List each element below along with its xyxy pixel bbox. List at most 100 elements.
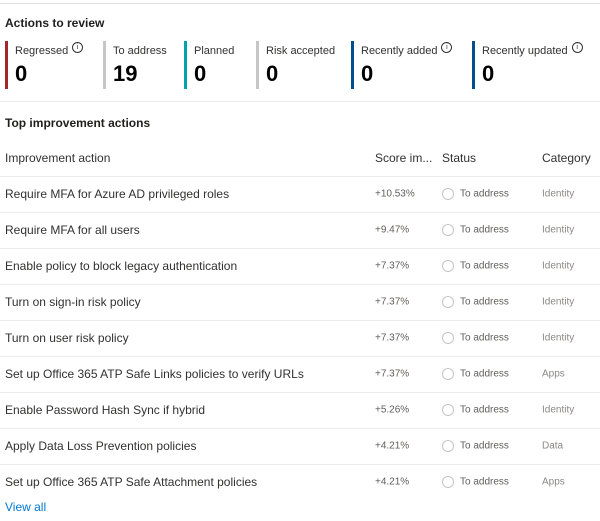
table-row[interactable]: Apply Data Loss Prevention policies +4.21… [0,428,600,464]
action-name[interactable]: Require MFA for Azure AD privileged role… [5,187,230,201]
category: Data [542,440,564,452]
score-impact: +4.21% [375,440,410,452]
table-row[interactable]: Set up Office 365 ATP Safe Links policie… [0,356,600,392]
status-circle-icon [442,476,454,488]
status-circle-icon [442,368,454,380]
score-impact: +9.47% [375,224,410,236]
col-category[interactable]: Category [542,151,591,165]
table-row[interactable]: Set up Office 365 ATP Safe Attachment po… [0,464,600,500]
action-name[interactable]: Set up Office 365 ATP Safe Attachment po… [5,475,258,489]
review-card[interactable]: Recently added i 0 [351,41,453,89]
card-value: 0 [15,61,28,86]
score-impact: +7.37% [375,332,410,344]
card-label-text: Recently updated [482,45,568,57]
card-value: 0 [266,61,279,86]
status-circle-icon [442,332,454,344]
row-divider [0,320,600,321]
status: To address [442,260,509,272]
score-impact: +5.26% [375,404,410,416]
status-text: To address [460,296,509,308]
card-label: To address [113,45,167,57]
status-text: To address [460,368,509,380]
card-value: 0 [194,61,207,86]
score-impact: +7.37% [375,296,410,308]
top-divider [0,3,600,4]
card-label: Recently added i [361,42,453,57]
status-circle-icon [442,404,454,416]
table-row[interactable]: Enable policy to block legacy authentica… [0,248,600,284]
status: To address [442,296,509,308]
info-icon[interactable]: i [571,42,583,53]
status-text: To address [460,260,509,272]
status: To address [442,404,509,416]
row-divider [0,176,600,177]
review-card[interactable]: Planned 0 [184,41,234,89]
score-impact: +10.53% [375,188,415,200]
category: Apps [542,476,565,488]
status: To address [442,224,509,236]
row-divider [0,356,600,357]
status-text: To address [460,188,509,200]
col-status[interactable]: Status [442,151,477,165]
status-circle-icon [442,188,454,200]
action-name[interactable]: Turn on sign-in risk policy [5,295,141,309]
section-divider [0,101,600,102]
table-row[interactable]: Require MFA for all users +9.47% To addres… [0,212,600,248]
table-header: Improvement action Score im... Status Ca… [0,140,600,176]
row-divider [0,392,600,393]
table-row[interactable]: Turn on sign-in risk policy +7.37% To addr… [0,284,600,320]
status-text: To address [460,224,509,236]
top-actions-heading: Top improvement actions [5,116,151,130]
card-label-text: Recently added [361,45,438,57]
col-improvement-action[interactable]: Improvement action [5,151,111,165]
row-divider [0,284,600,285]
col-score-impact[interactable]: Score im... [375,151,433,165]
table-row[interactable]: Turn on user risk policy +7.37% To address… [0,320,600,356]
actions-to-review-heading: Actions to review [5,16,105,30]
score-impact: +7.37% [375,368,410,380]
category: Identity [542,224,575,236]
status-circle-icon [442,260,454,272]
action-name[interactable]: Turn on user risk policy [5,331,129,345]
category: Identity [542,188,575,200]
row-divider [0,248,600,249]
status-text: To address [460,332,509,344]
review-card[interactable]: To address 19 [103,41,167,89]
category: Identity [542,296,575,308]
table-row[interactable]: Require MFA for Azure AD privileged role… [0,176,600,212]
status: To address [442,332,509,344]
action-name[interactable]: Set up Office 365 ATP Safe Links policie… [5,367,304,381]
review-card[interactable]: Regressed i 0 [5,41,84,89]
row-divider [0,428,600,429]
action-name[interactable]: Enable Password Hash Sync if hybrid [5,403,206,417]
card-value: 19 [113,61,138,86]
status: To address [442,440,509,452]
score-impact: +4.21% [375,476,410,488]
view-all-link[interactable]: View all [5,500,47,514]
table-row[interactable]: Enable Password Hash Sync if hybrid +5.26… [0,392,600,428]
card-label-text: To address [113,45,167,57]
status-circle-icon [442,296,454,308]
card-label-text: Regressed [15,45,69,57]
category: Apps [542,368,565,380]
row-divider [0,464,600,465]
category: Identity [542,332,575,344]
status-circle-icon [442,440,454,452]
action-name[interactable]: Enable policy to block legacy authentica… [5,259,238,273]
card-label: Regressed i [15,42,84,57]
action-name[interactable]: Apply Data Loss Prevention policies [5,439,197,453]
card-label: Risk accepted [266,45,335,57]
status-text: To address [460,476,509,488]
card-value: 0 [361,61,374,86]
status-circle-icon [442,224,454,236]
review-card[interactable]: Recently updated i 0 [472,41,583,89]
review-card[interactable]: Risk accepted 0 [256,41,335,89]
action-name[interactable]: Require MFA for all users [5,223,140,237]
info-icon[interactable]: i [441,42,453,53]
score-impact: +7.37% [375,260,410,272]
card-label-text: Risk accepted [266,45,336,57]
info-icon[interactable]: i [72,42,84,53]
category: Identity [542,260,575,272]
row-divider [0,212,600,213]
status-text: To address [460,440,509,452]
